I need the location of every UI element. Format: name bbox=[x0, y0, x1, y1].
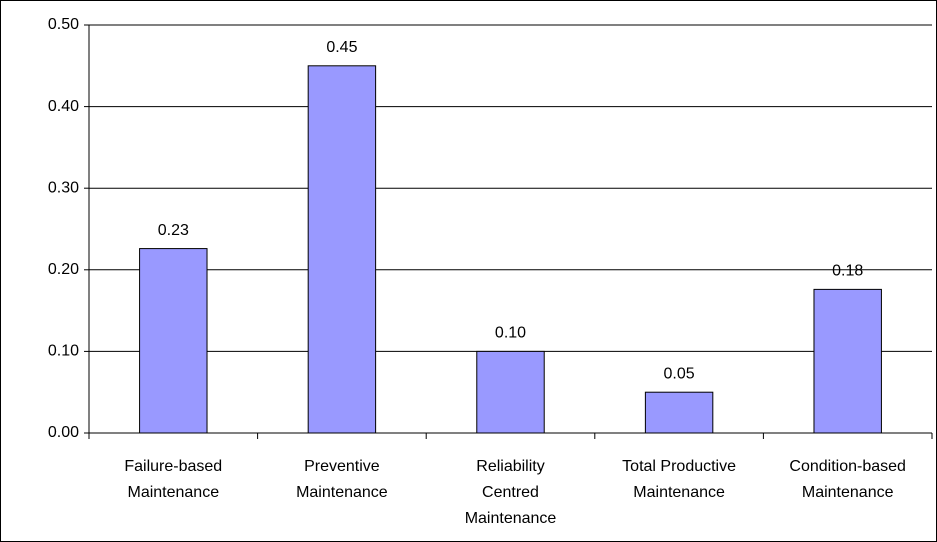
x-tick-label: Maintenance bbox=[127, 484, 219, 501]
bar bbox=[644, 391, 714, 434]
value-label: 0.23 bbox=[158, 222, 189, 239]
bar bbox=[139, 248, 208, 434]
x-tick-label: Maintenance bbox=[296, 484, 388, 501]
x-tick-label: Maintenance bbox=[802, 484, 894, 501]
x-tick-label: Maintenance bbox=[465, 510, 557, 527]
value-label: 0.10 bbox=[495, 325, 526, 342]
y-tick-label: 0.10 bbox=[48, 343, 79, 360]
value-label: 0.05 bbox=[664, 365, 695, 382]
x-tick-label: Preventive bbox=[304, 458, 380, 475]
value-label: 0.18 bbox=[832, 263, 863, 280]
x-tick-label: Failure-based bbox=[124, 458, 222, 475]
y-tick-label: 0.30 bbox=[48, 179, 79, 196]
value-label: 0.45 bbox=[326, 39, 357, 56]
bar bbox=[813, 288, 882, 434]
y-tick-label: 0.50 bbox=[48, 16, 79, 33]
bar bbox=[476, 350, 545, 434]
x-tick-label: Condition-based bbox=[789, 458, 906, 475]
bar bbox=[307, 65, 377, 434]
y-tick-label: 0.40 bbox=[48, 98, 79, 115]
x-tick-label: Centred bbox=[482, 484, 539, 501]
x-tick-label: Maintenance bbox=[633, 484, 725, 501]
x-tick-label: Total Productive bbox=[622, 458, 736, 475]
x-tick-label: Reliability bbox=[476, 458, 544, 475]
y-tick-label: 0.00 bbox=[48, 424, 79, 441]
y-tick-label: 0.20 bbox=[48, 261, 79, 278]
